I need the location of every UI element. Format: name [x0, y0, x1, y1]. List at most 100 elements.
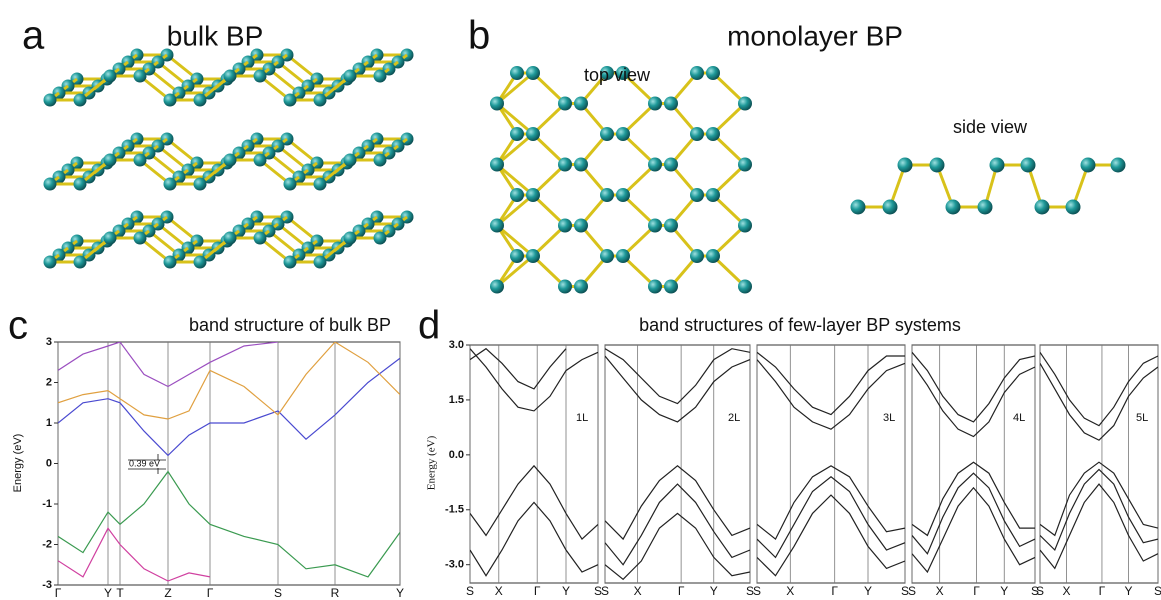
- atom: [1035, 200, 1050, 215]
- atom: [374, 232, 387, 245]
- atom: [44, 94, 57, 107]
- atom: [526, 127, 540, 141]
- x-tick-label: Y: [396, 586, 404, 600]
- x-tick-label: Z: [164, 586, 171, 600]
- band-line: [605, 349, 750, 404]
- plot-frame: [58, 342, 400, 585]
- band-line: [605, 466, 750, 539]
- atom: [1111, 158, 1126, 173]
- plot-frame: [1040, 345, 1158, 583]
- atom: [510, 188, 524, 202]
- x-tick-label: Γ: [678, 584, 685, 598]
- band-line: [470, 502, 598, 575]
- atom: [930, 158, 945, 173]
- x-tick-label: S: [466, 584, 474, 598]
- atom: [164, 178, 177, 191]
- atom: [104, 232, 117, 245]
- atom: [374, 154, 387, 167]
- atom: [254, 154, 267, 167]
- atom: [194, 256, 207, 269]
- atom: [1081, 158, 1096, 173]
- x-tick-label: S: [601, 584, 609, 598]
- panel-label: c: [8, 304, 28, 348]
- atom: [738, 219, 752, 233]
- atom: [490, 158, 504, 172]
- atom: [558, 280, 572, 294]
- band-line: [470, 349, 598, 411]
- atom: [648, 97, 662, 111]
- x-tick-label: Γ: [1099, 584, 1106, 598]
- atom: [44, 178, 57, 191]
- atom: [74, 256, 87, 269]
- x-tick-label: S: [753, 584, 761, 598]
- y-tick-label: 2: [46, 376, 52, 388]
- x-tick-label: X: [786, 584, 794, 598]
- atom: [224, 232, 237, 245]
- atom: [344, 154, 357, 167]
- x-tick-label: R: [331, 586, 340, 600]
- atom: [490, 280, 504, 294]
- layer-label: 4L: [1013, 412, 1025, 424]
- x-tick-label: Y: [1000, 584, 1008, 598]
- x-tick-label: X: [495, 584, 503, 598]
- atom: [690, 249, 704, 263]
- y-axis-label: Energy (eV): [12, 434, 24, 493]
- atom: [104, 70, 117, 83]
- x-tick-label: X: [634, 584, 642, 598]
- atom: [510, 127, 524, 141]
- view-label: side view: [953, 117, 1028, 137]
- atom: [664, 219, 678, 233]
- x-tick-label: S: [1036, 584, 1044, 598]
- band-line: [757, 352, 905, 414]
- x-tick-label: X: [936, 584, 944, 598]
- x-tick-label: S: [274, 586, 282, 600]
- plot-frame: [605, 345, 750, 583]
- y-tick-label: 1: [46, 417, 52, 429]
- atom: [74, 94, 87, 107]
- x-tick-label: S: [1154, 584, 1161, 598]
- band-line: [58, 528, 210, 581]
- atom: [164, 256, 177, 269]
- atom: [690, 188, 704, 202]
- atom: [600, 188, 614, 202]
- atom: [648, 280, 662, 294]
- atom: [134, 232, 147, 245]
- x-tick-label: Y: [864, 584, 872, 598]
- band-line: [1040, 363, 1158, 440]
- layer-label: 1L: [576, 412, 588, 424]
- atom: [616, 127, 630, 141]
- band-line: [605, 484, 750, 565]
- panel-title: bulk BP: [167, 20, 264, 51]
- atom: [690, 127, 704, 141]
- atom: [490, 219, 504, 233]
- band-line: [912, 363, 1035, 436]
- y-tick-label: -1.5: [445, 504, 464, 516]
- y-axis-label: Energy (eV): [426, 435, 438, 490]
- atom: [706, 188, 720, 202]
- atom: [616, 188, 630, 202]
- y-tick-label: -2: [42, 538, 52, 550]
- atom: [510, 66, 524, 80]
- y-tick-label: 0.0: [449, 449, 464, 461]
- atom: [1021, 158, 1036, 173]
- atom: [558, 158, 572, 172]
- atom: [254, 70, 267, 83]
- band-line: [912, 473, 1035, 554]
- atom: [738, 97, 752, 111]
- chart-title: band structure of bulk BP: [189, 315, 391, 335]
- atom: [946, 200, 961, 215]
- page: a bulk BP b monolayer BP top view side v…: [0, 0, 1161, 600]
- atom: [706, 249, 720, 263]
- panel-label: b: [468, 14, 490, 58]
- atom: [558, 219, 572, 233]
- atom: [574, 219, 588, 233]
- x-tick-label: Γ: [831, 584, 838, 598]
- layer-label: 2L: [728, 412, 740, 424]
- atom: [134, 154, 147, 167]
- atom: [224, 70, 237, 83]
- atom: [224, 154, 237, 167]
- atom: [194, 94, 207, 107]
- band-line: [58, 472, 400, 577]
- x-tick-label: Y: [562, 584, 570, 598]
- y-tick-label: 3: [46, 336, 52, 348]
